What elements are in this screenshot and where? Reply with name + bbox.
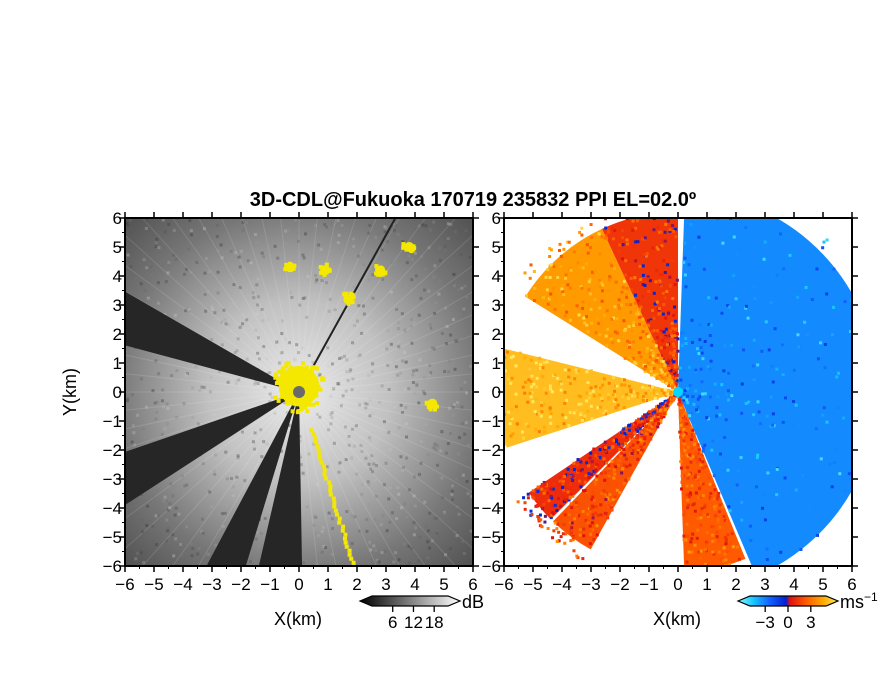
- x-tick-label: 1: [702, 575, 711, 594]
- colorbar-tick-label: 6: [388, 613, 397, 632]
- x-tick-label: 3: [381, 575, 390, 594]
- blocked-sector: [125, 291, 299, 392]
- left-xlabel: X(km): [274, 609, 322, 629]
- y-tick-label: −2: [103, 441, 122, 460]
- colorbar-tick-label: 3: [806, 613, 815, 632]
- velocity-sector: [601, 218, 678, 392]
- y-tick-label: −6: [482, 557, 501, 576]
- x-tick-label: −6: [115, 575, 134, 594]
- x-tick-label: 2: [731, 575, 740, 594]
- colorbar-ramp: [736, 595, 840, 607]
- reflectivity-panel: −6−6 −5 −5 −4 −4 −3 −3 −2 −2 −1 −1 0 0 1 1 2 2 3 3 4 4 5 5 6 6: [103, 209, 479, 594]
- x-tick-label: −5: [523, 575, 542, 594]
- x-tick-label: −3: [581, 575, 600, 594]
- velocity-colorbar: −3 0 3 ms−1: [736, 590, 878, 632]
- y-tick-label: 6: [492, 209, 501, 228]
- x-tick-label: 6: [847, 575, 856, 594]
- echo-overlay: [318, 262, 332, 277]
- x-tick-label: −1: [260, 575, 279, 594]
- y-tick-label: 2: [492, 325, 501, 344]
- velocity-sector: [678, 218, 852, 566]
- velocity-panel: −6−6 −5 −5 −4 −4 −3 −3 −2 −2 −1 −1 0 0 1 1 2 2 3 3 4 4 5 5 6 6: [482, 209, 858, 594]
- y-tick-label: 0: [113, 383, 122, 402]
- y-tick-label: 5: [113, 238, 122, 257]
- x-tick-label: 4: [410, 575, 419, 594]
- x-tick-label: −6: [494, 575, 513, 594]
- y-tick-label: −3: [482, 470, 501, 489]
- reflectivity-colorbar: 6 12 18 dB: [358, 592, 484, 632]
- echo-overlay: [342, 291, 356, 306]
- y-tick-label: 4: [492, 267, 501, 286]
- y-tick-label: −4: [103, 499, 122, 518]
- colorbar-unit: ms−1: [840, 590, 878, 612]
- blocked-sector: [206, 392, 299, 566]
- x-tick-label: −3: [202, 575, 221, 594]
- colorbar-tick-label: 0: [783, 613, 792, 632]
- y-tick-label: 3: [492, 296, 501, 315]
- x-tick-label: 5: [818, 575, 827, 594]
- echo-overlay: [273, 360, 326, 415]
- y-tick-label: 6: [113, 209, 122, 228]
- x-tick-label: −4: [173, 575, 192, 594]
- x-tick-label: −2: [610, 575, 629, 594]
- y-tick-label: 2: [113, 325, 122, 344]
- y-tick-label: −3: [103, 470, 122, 489]
- colorbar-unit: dB: [462, 592, 484, 612]
- colorbar-tick-label: 18: [425, 613, 444, 632]
- x-tick-label: −4: [552, 575, 571, 594]
- y-tick-label: −1: [103, 412, 122, 431]
- y-tick-label: −2: [482, 441, 501, 460]
- echo-overlay: [424, 398, 440, 412]
- x-tick-label: −1: [639, 575, 658, 594]
- y-tick-label: −1: [482, 412, 501, 431]
- x-tick-label: 2: [352, 575, 361, 594]
- colorbar-tick-label: −3: [756, 613, 775, 632]
- y-tick-label: 1: [492, 354, 501, 373]
- x-tick-label: 4: [789, 575, 798, 594]
- right-xlabel: X(km): [653, 609, 701, 629]
- colorbar-tick-label: 12: [404, 613, 423, 632]
- y-tick-label: −4: [482, 499, 501, 518]
- left-ylabel: Y(km): [60, 368, 80, 416]
- x-tick-label: −5: [144, 575, 163, 594]
- radar-site-marker: [293, 386, 305, 398]
- y-tick-label: −5: [482, 528, 501, 547]
- radar-site-marker: [673, 387, 683, 397]
- figure-title: 3D-CDL@Fukuoka 170719 235832 PPI EL=02.0…: [250, 189, 696, 211]
- y-tick-label: 1: [113, 354, 122, 373]
- y-tick-label: −6: [103, 557, 122, 576]
- x-tick-label: 0: [673, 575, 682, 594]
- x-tick-label: 6: [468, 575, 477, 594]
- y-tick-label: 5: [492, 238, 501, 257]
- x-tick-label: 1: [323, 575, 332, 594]
- x-tick-label: 5: [439, 575, 448, 594]
- colorbar-ramp: [358, 595, 462, 607]
- blocked-sector: [125, 392, 299, 505]
- y-tick-label: 3: [113, 296, 122, 315]
- blocked-sector: [258, 392, 303, 566]
- echo-overlay: [374, 264, 388, 277]
- y-tick-label: 4: [113, 267, 122, 286]
- y-tick-label: −5: [103, 528, 122, 547]
- x-tick-label: 3: [760, 575, 769, 594]
- x-tick-label: 0: [294, 575, 303, 594]
- x-tick-label: −2: [231, 575, 250, 594]
- echo-overlay: [401, 242, 417, 254]
- y-tick-label: 0: [492, 383, 501, 402]
- colorbar-unit-superscript: −1: [864, 590, 878, 604]
- echo-overlay: [283, 261, 297, 273]
- velocity-sector: [504, 348, 678, 448]
